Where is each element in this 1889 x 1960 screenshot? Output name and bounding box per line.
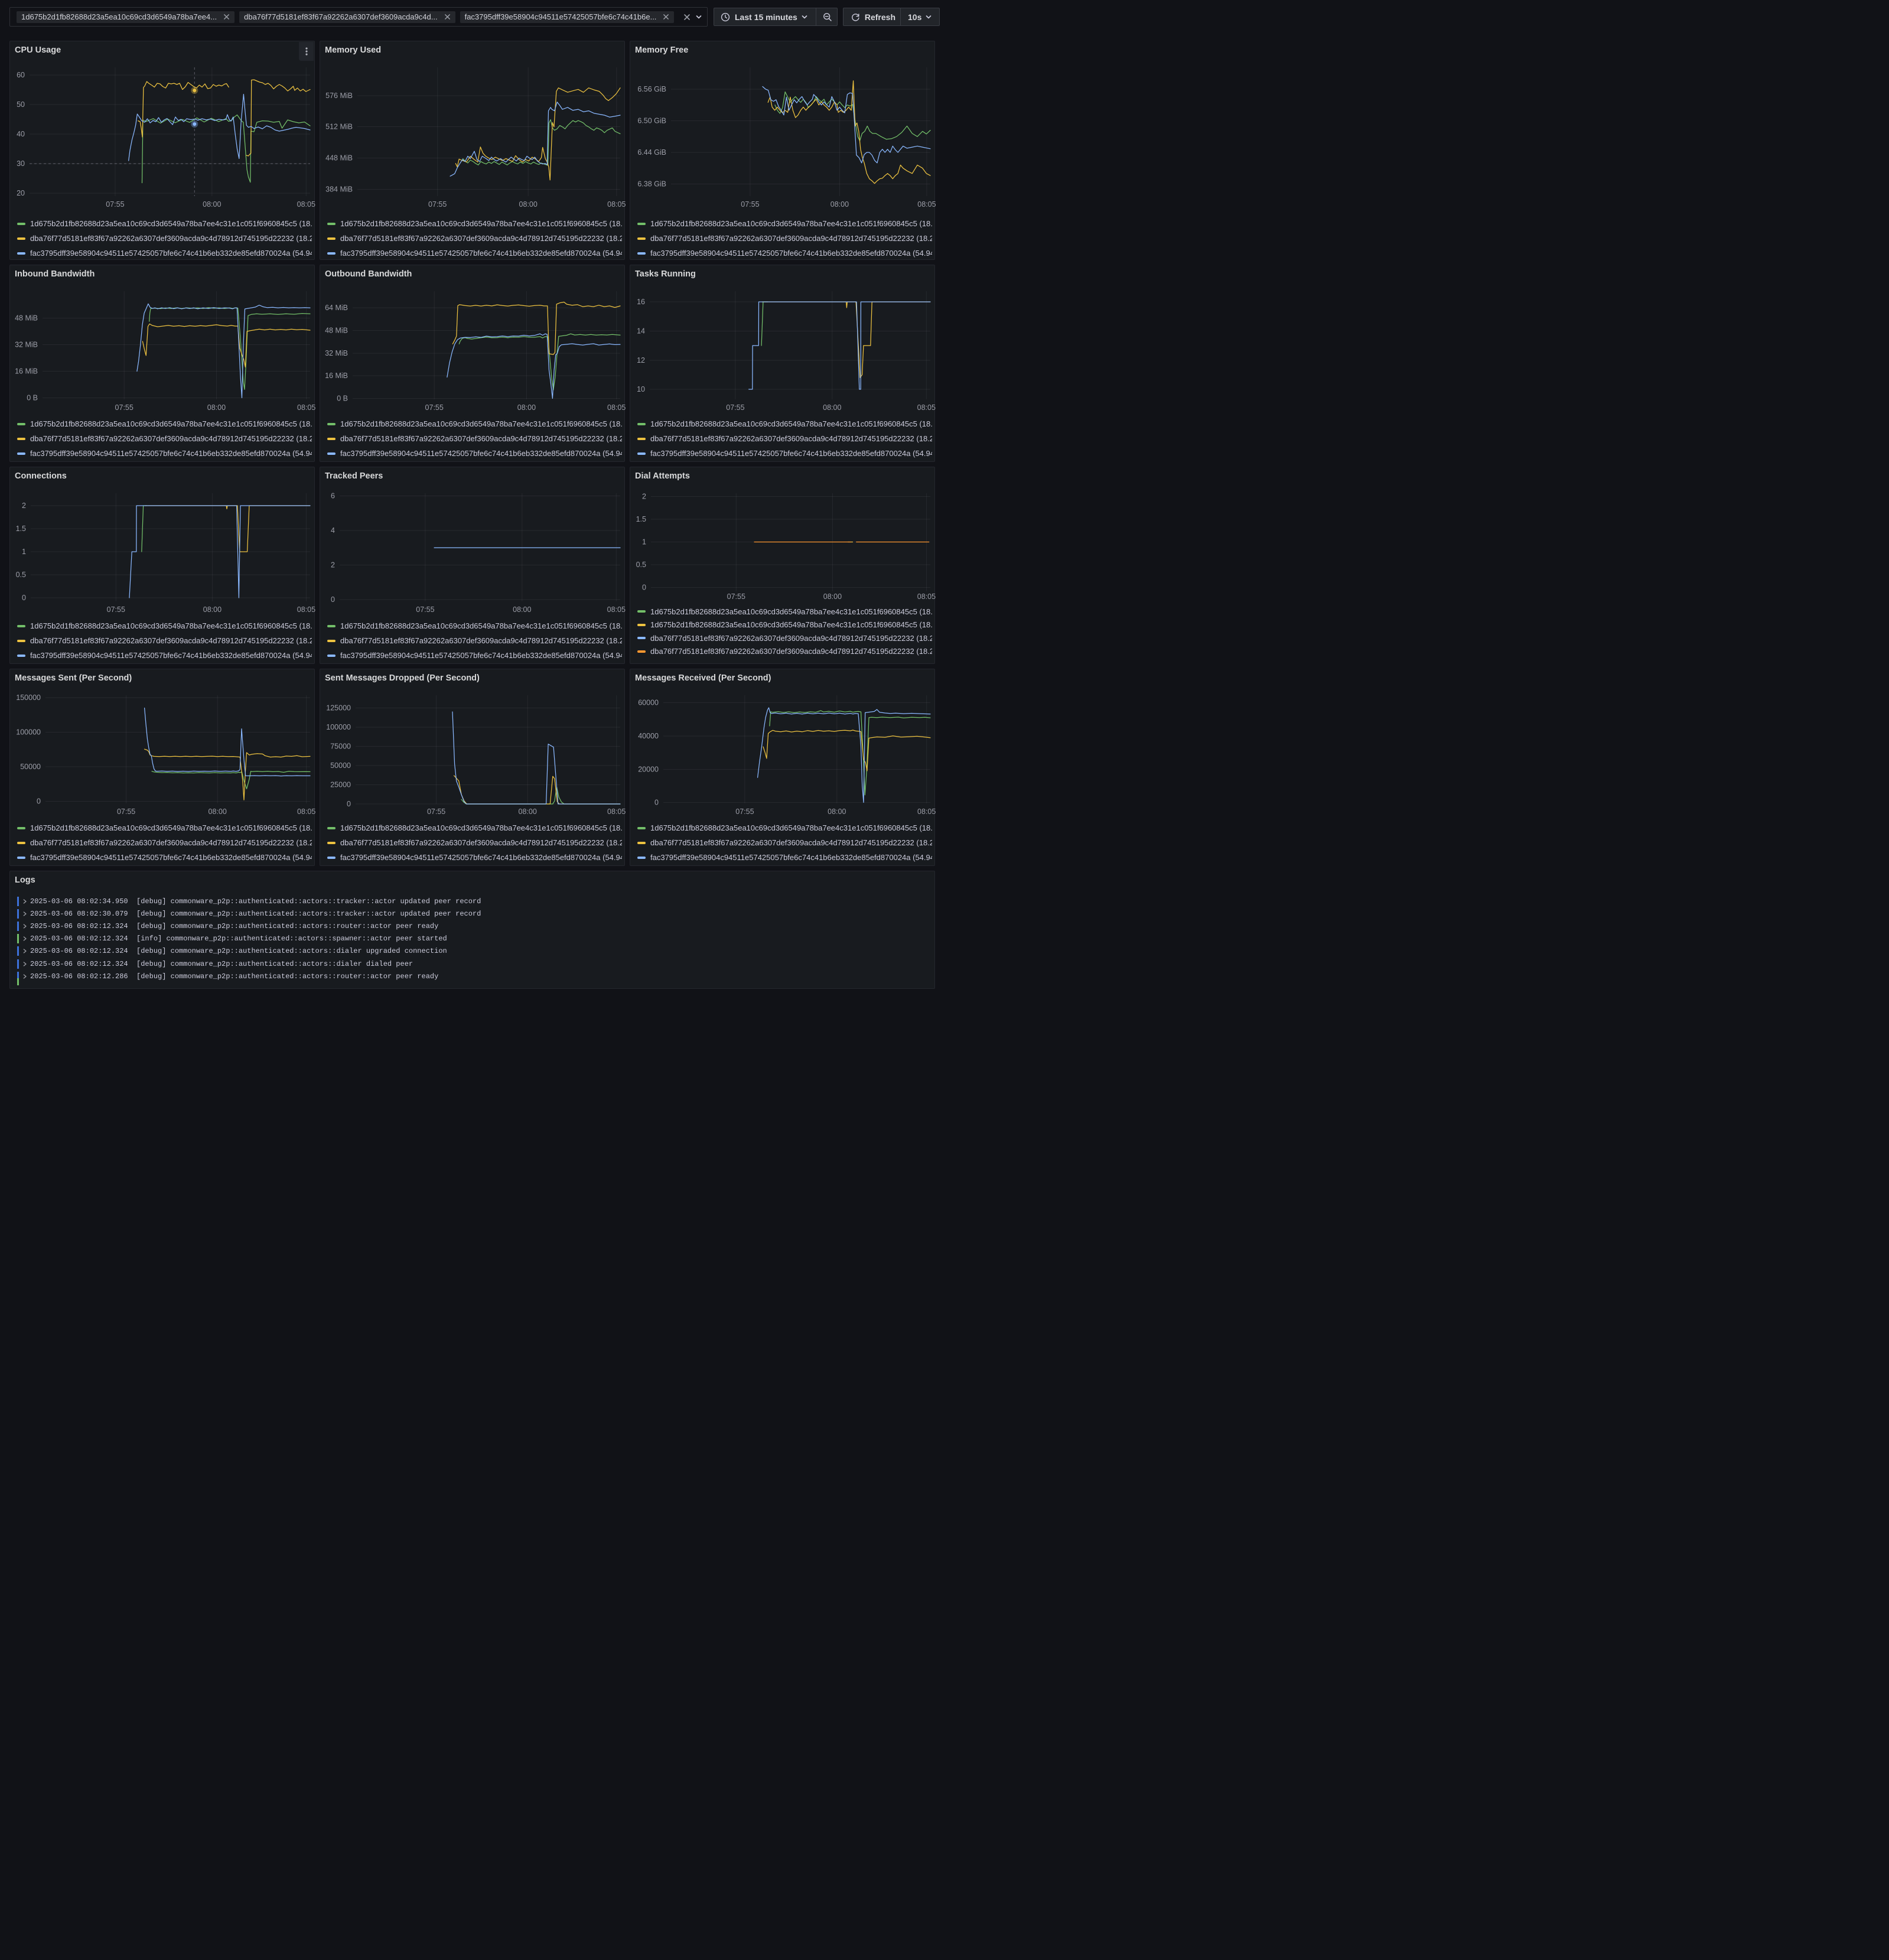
svg-text:32 MiB: 32 MiB (15, 341, 38, 349)
svg-text:60000: 60000 (638, 699, 659, 707)
svg-text:08:05: 08:05 (607, 403, 626, 412)
svg-text:08:05: 08:05 (917, 808, 936, 816)
svg-text:08:05: 08:05 (607, 808, 626, 816)
svg-text:08:05: 08:05 (297, 403, 315, 412)
svg-text:16 MiB: 16 MiB (325, 372, 348, 380)
svg-text:20: 20 (17, 189, 25, 197)
svg-text:07:55: 07:55 (107, 605, 125, 614)
svg-text:25000: 25000 (330, 781, 351, 789)
svg-text:30: 30 (17, 159, 25, 168)
svg-text:100000: 100000 (16, 728, 41, 737)
svg-text:64 MiB: 64 MiB (325, 304, 348, 312)
svg-text:08:00: 08:00 (830, 200, 849, 209)
svg-text:75000: 75000 (330, 743, 351, 751)
svg-text:07:55: 07:55 (115, 403, 133, 412)
svg-text:07:55: 07:55 (741, 200, 759, 209)
svg-text:50000: 50000 (330, 761, 351, 770)
svg-text:576 MiB: 576 MiB (325, 92, 353, 100)
svg-text:6: 6 (331, 492, 335, 500)
svg-text:0: 0 (37, 797, 41, 806)
svg-text:4: 4 (331, 526, 335, 535)
svg-text:2: 2 (642, 493, 646, 501)
svg-text:32 MiB: 32 MiB (325, 349, 348, 357)
svg-text:07:55: 07:55 (106, 200, 124, 209)
svg-text:150000: 150000 (16, 694, 41, 702)
svg-text:50: 50 (17, 100, 25, 109)
svg-text:125000: 125000 (326, 704, 351, 712)
svg-text:08:00: 08:00 (203, 605, 222, 614)
svg-text:08:00: 08:00 (828, 808, 846, 816)
svg-text:0: 0 (642, 584, 646, 592)
svg-text:0.5: 0.5 (636, 561, 646, 569)
svg-text:448 MiB: 448 MiB (325, 154, 353, 162)
svg-text:08:00: 08:00 (823, 592, 842, 601)
svg-text:6.56 GiB: 6.56 GiB (637, 85, 666, 93)
svg-text:08:00: 08:00 (519, 808, 537, 816)
svg-text:1: 1 (22, 548, 26, 556)
svg-text:6.50 GiB: 6.50 GiB (637, 117, 666, 125)
svg-text:07:55: 07:55 (117, 808, 135, 816)
svg-text:2: 2 (331, 561, 335, 569)
svg-text:07:55: 07:55 (727, 592, 745, 601)
svg-text:08:05: 08:05 (297, 200, 315, 209)
svg-text:384 MiB: 384 MiB (325, 185, 353, 194)
svg-text:48 MiB: 48 MiB (15, 314, 38, 323)
svg-text:0.5: 0.5 (16, 571, 26, 579)
svg-text:16: 16 (637, 298, 645, 306)
svg-text:2: 2 (22, 502, 26, 510)
svg-text:08:05: 08:05 (607, 605, 626, 614)
svg-text:07:55: 07:55 (425, 403, 444, 412)
svg-text:1.5: 1.5 (16, 525, 26, 533)
svg-text:08:00: 08:00 (207, 403, 226, 412)
svg-text:07:55: 07:55 (427, 808, 445, 816)
svg-text:12: 12 (637, 356, 645, 364)
svg-text:08:05: 08:05 (917, 403, 936, 412)
svg-text:60: 60 (17, 71, 25, 79)
svg-text:20000: 20000 (638, 766, 659, 774)
svg-text:40000: 40000 (638, 732, 659, 740)
svg-text:512 MiB: 512 MiB (325, 123, 353, 131)
svg-text:0: 0 (347, 800, 351, 808)
svg-text:50000: 50000 (20, 763, 41, 771)
svg-text:0: 0 (331, 595, 335, 604)
svg-text:08:05: 08:05 (607, 200, 626, 209)
svg-text:1: 1 (642, 538, 646, 546)
svg-text:08:05: 08:05 (917, 592, 936, 601)
svg-text:08:05: 08:05 (917, 200, 936, 209)
svg-text:07:55: 07:55 (428, 200, 447, 209)
svg-text:08:00: 08:00 (823, 403, 841, 412)
svg-text:0 B: 0 B (337, 395, 348, 403)
svg-text:100000: 100000 (326, 723, 351, 731)
svg-text:6.44 GiB: 6.44 GiB (637, 148, 666, 157)
svg-text:0: 0 (654, 799, 659, 807)
svg-text:14: 14 (637, 327, 645, 336)
svg-text:0: 0 (22, 594, 26, 602)
svg-text:08:00: 08:00 (209, 808, 227, 816)
svg-text:40: 40 (17, 130, 25, 138)
svg-text:08:00: 08:00 (203, 200, 221, 209)
svg-text:10: 10 (637, 385, 645, 393)
svg-text:07:55: 07:55 (735, 808, 754, 816)
svg-text:08:05: 08:05 (297, 605, 315, 614)
svg-text:08:00: 08:00 (517, 403, 536, 412)
svg-text:1.5: 1.5 (636, 515, 646, 523)
svg-text:48 MiB: 48 MiB (325, 327, 348, 335)
svg-text:0 B: 0 B (27, 394, 38, 402)
svg-text:07:55: 07:55 (416, 605, 434, 614)
svg-text:07:55: 07:55 (726, 403, 744, 412)
svg-text:08:00: 08:00 (519, 200, 538, 209)
svg-text:6.38 GiB: 6.38 GiB (637, 180, 666, 188)
svg-text:16 MiB: 16 MiB (15, 367, 38, 376)
svg-text:08:05: 08:05 (297, 808, 315, 816)
svg-text:08:00: 08:00 (513, 605, 531, 614)
